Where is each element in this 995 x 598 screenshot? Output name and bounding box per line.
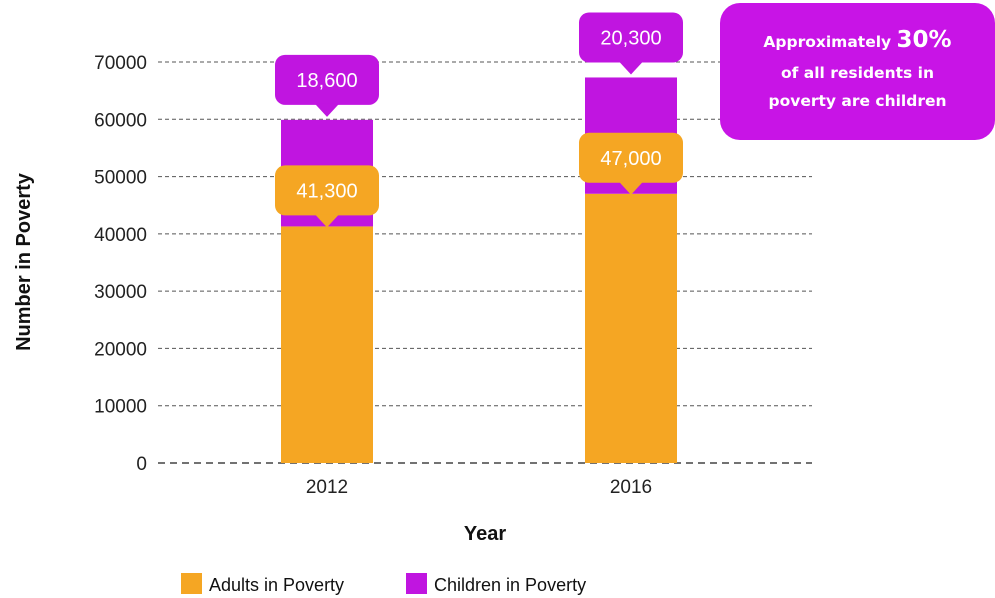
callout-adults-2012-text: 41,300 [296, 180, 357, 202]
y-tick-label: 10000 [94, 397, 147, 418]
callout-adults-2016-text: 47,000 [600, 148, 661, 170]
x-axis-ticks: 2012 2016 [306, 477, 652, 498]
callout-children-2016-text: 20,300 [600, 27, 661, 49]
y-tick-label: 40000 [94, 225, 147, 246]
callout-children-2012-pointer [315, 103, 339, 117]
callout-adults-2012-box [275, 165, 379, 216]
callout-adults-2012: 41,300 [275, 165, 379, 228]
legend: Adults in Poverty Children in Poverty [181, 573, 586, 595]
callout-adults-2012-pointer [315, 214, 339, 228]
bar-adults-2012 [281, 226, 373, 463]
y-tick-label: 20000 [94, 339, 147, 360]
children-share-callout: Approximately 30% of all residents in po… [720, 3, 995, 140]
legend-label-children: Children in Poverty [434, 575, 586, 595]
x-axis-title: Year [464, 523, 506, 545]
x-tick-label: 2012 [306, 477, 348, 498]
callout-adults-2016-pointer [619, 181, 643, 195]
value-callouts: 18,600 41,300 20,300 47,000 [275, 12, 683, 228]
callout-line-2: of all residents in [781, 64, 934, 82]
y-tick-label: 60000 [94, 110, 147, 131]
legend-swatch-adults [181, 573, 202, 594]
callout-children-2016-box [579, 12, 683, 63]
y-tick-label: 70000 [94, 53, 147, 74]
callout-children-2016-pointer [619, 61, 643, 75]
y-tick-label: 30000 [94, 282, 147, 303]
bar-adults-2016 [585, 193, 677, 463]
callout-percent: 30% [896, 27, 952, 53]
callout-children-2016: 20,300 [579, 12, 683, 75]
x-tick-label: 2016 [610, 477, 652, 498]
y-axis-title: Number in Poverty [13, 172, 35, 351]
callout-children-2012: 18,600 [275, 54, 379, 117]
gridlines [158, 61, 812, 464]
y-tick-label: 0 [136, 454, 147, 475]
callout-prefix: Approximately [763, 33, 897, 51]
y-tick-label: 50000 [94, 168, 147, 189]
callout-line-3: poverty are children [768, 92, 947, 110]
y-axis-ticks: 0 10000 20000 30000 40000 50000 60000 70000 [94, 53, 147, 475]
callout-adults-2016: 47,000 [579, 132, 683, 195]
callout-adults-2016-box [579, 132, 683, 183]
callout-children-2012-text: 18,600 [296, 70, 357, 92]
legend-swatch-children [406, 573, 427, 594]
legend-label-adults: Adults in Poverty [209, 575, 344, 595]
callout-children-2012-box [275, 54, 379, 105]
